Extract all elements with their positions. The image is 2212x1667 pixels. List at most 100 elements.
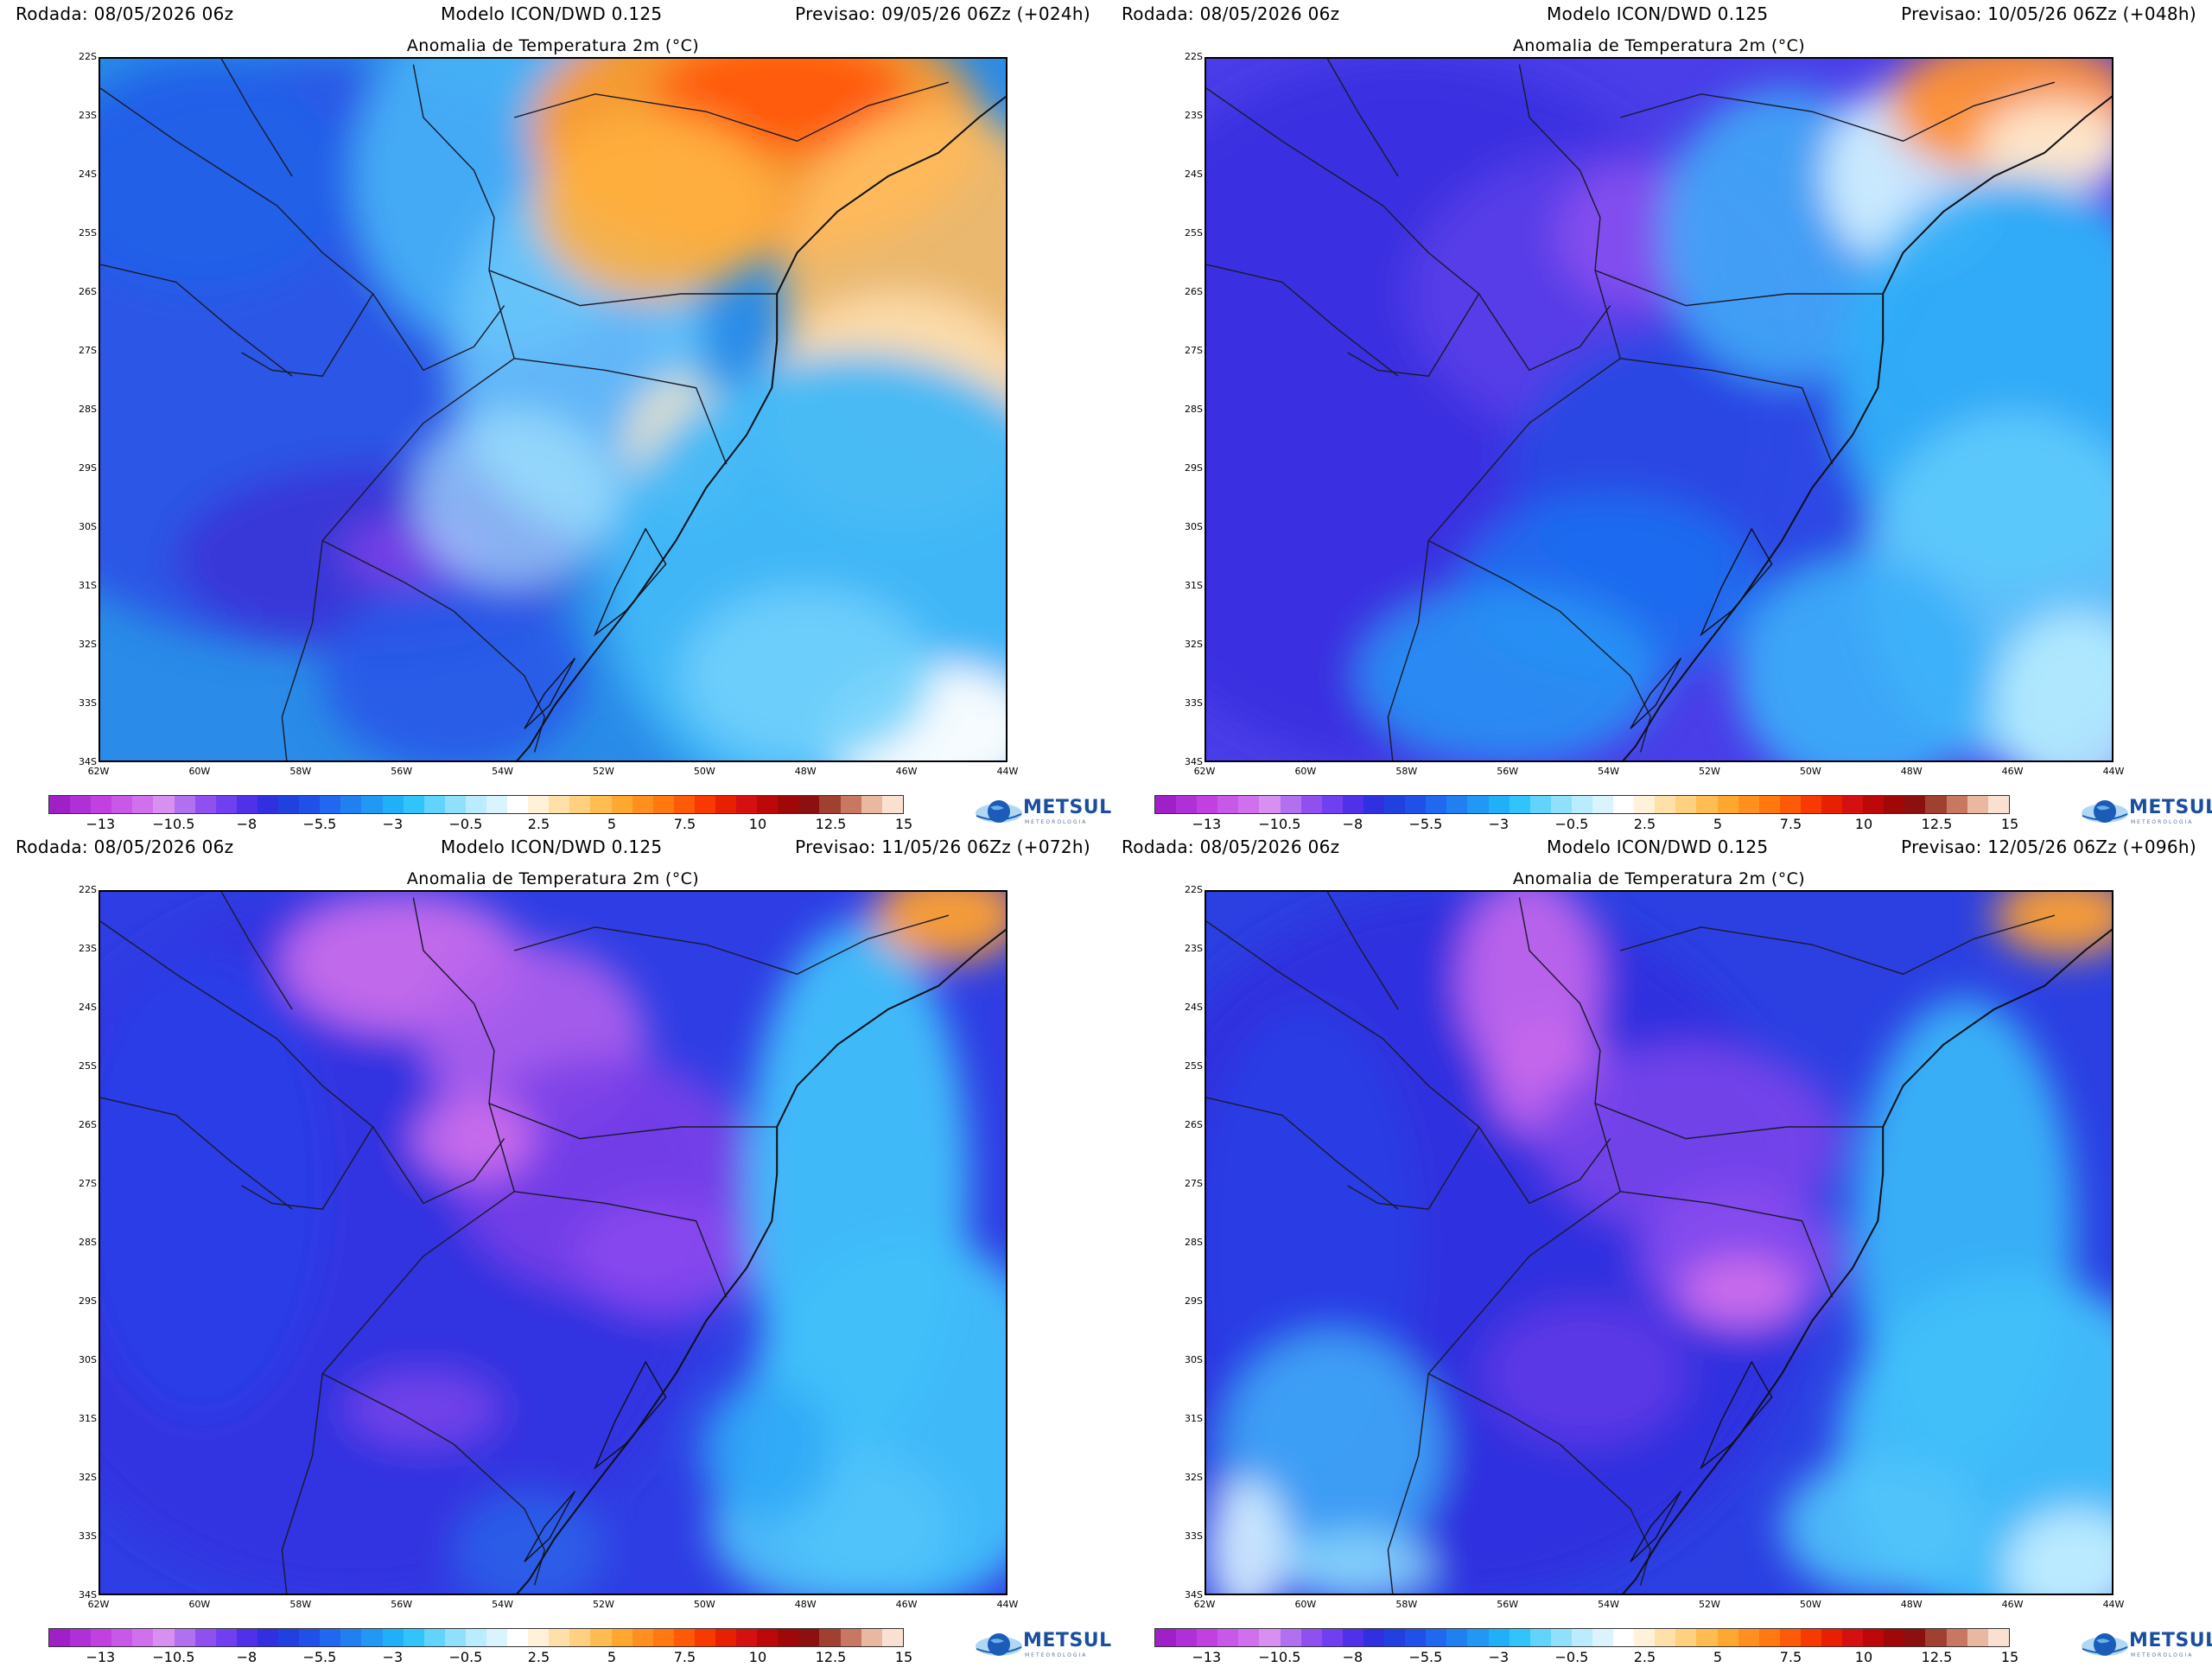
colorbar-swatch <box>1342 796 1363 813</box>
latitude-tick-label: 30S <box>1185 1354 1203 1365</box>
colorbar-tick-label: −3 <box>382 1649 404 1665</box>
anomaly-region <box>1736 558 1989 760</box>
colorbar-swatch <box>1675 796 1697 813</box>
longitude-tick-label: 60W <box>188 1599 211 1610</box>
colorbar <box>1154 1628 2010 1647</box>
colorbar-swatch <box>1738 796 1759 813</box>
colorbar-swatch <box>1946 796 1967 813</box>
colorbar-swatch <box>673 1629 695 1646</box>
anomaly-region <box>701 1379 833 1521</box>
anomaly-region <box>347 1373 499 1445</box>
anomaly-map <box>1205 57 2113 762</box>
colorbar-tick-label: 12.5 <box>815 816 847 832</box>
anomaly-region <box>1206 1479 1287 1594</box>
latitude-tick-label: 32S <box>1185 639 1203 650</box>
colorbar-swatch <box>757 796 779 813</box>
anomaly-region <box>1681 1256 1802 1327</box>
colorbar-swatch <box>694 1629 715 1646</box>
colorbar-tick-label: 10 <box>748 816 767 832</box>
colorbar-swatch <box>1280 796 1301 813</box>
longitude-tick-label: 52W <box>1699 766 1720 777</box>
colorbar-tick-label: 2.5 <box>1633 1649 1656 1665</box>
brand-sul: SUL <box>1069 797 1112 818</box>
colorbar-swatch <box>1467 796 1489 813</box>
latitude-tick-label: 28S <box>1185 1237 1203 1248</box>
border-line <box>514 1191 728 1298</box>
colorbar-tick-label: 10 <box>748 1649 767 1665</box>
coastline <box>516 95 1006 760</box>
longitude-tick-label: 58W <box>1395 766 1418 777</box>
colorbar-swatch <box>611 796 632 813</box>
border-line <box>100 87 505 372</box>
colorbar-swatch <box>1925 1629 1947 1646</box>
anomaly-region <box>1993 892 2112 957</box>
border-line <box>1387 1191 1621 1594</box>
colorbar-swatch <box>1758 796 1780 813</box>
model-label: Modelo ICON/DWD 0.125 <box>441 3 663 24</box>
colorbar-swatch <box>403 1629 424 1646</box>
colorbar-swatch <box>236 796 257 813</box>
colorbar-tick-label: −0.5 <box>1554 816 1589 832</box>
colorbar-tick-label: −3 <box>382 816 404 832</box>
longitude-tick-label: 60W <box>1294 1599 1317 1610</box>
latitude-tick-label: 29S <box>1185 462 1203 474</box>
colorbar-swatch <box>1634 1629 1656 1646</box>
colorbar-tick-label: −8 <box>1342 1649 1363 1665</box>
colorbar-tick-label: 5 <box>1713 816 1723 832</box>
coastline <box>1622 928 2112 1594</box>
model-label: Modelo ICON/DWD 0.125 <box>1547 837 1769 857</box>
colorbar-swatch <box>174 1629 195 1646</box>
latitude-tick-label: 24S <box>1185 1002 1203 1013</box>
anomaly-region <box>413 411 616 588</box>
colorbar-swatch <box>1280 1629 1301 1646</box>
brand-tagline: METEOROLOGIA <box>2131 819 2194 825</box>
colorbar-swatch <box>881 796 903 813</box>
colorbar-swatch <box>840 1629 861 1646</box>
latitude-tick-label: 31S <box>1185 580 1203 591</box>
lagoa-mirim <box>1630 658 1682 729</box>
longitude-tick-label: 44W <box>2102 766 2125 777</box>
longitude-tick-label: 48W <box>1900 766 1923 777</box>
anomaly-region <box>1357 588 1661 760</box>
colorbar-tick-label: −13 <box>1192 1649 1222 1665</box>
colorbar-tick-label: 2.5 <box>1633 816 1656 832</box>
colorbar-swatch <box>528 1629 550 1646</box>
colorbar-swatch <box>1655 1629 1676 1646</box>
colorbar-swatch <box>1779 1629 1801 1646</box>
colorbar-swatch <box>1904 1629 1926 1646</box>
longitude-tick-label: 46W <box>2001 766 2024 777</box>
border-line <box>1387 358 1621 760</box>
colorbar-tick-label: −0.5 <box>1554 1649 1589 1665</box>
brand-tagline: METEOROLOGIA <box>1025 819 1088 825</box>
colorbar-swatch <box>694 796 715 813</box>
colorbar-swatch <box>590 796 612 813</box>
latitude-tick-label: 22S <box>79 884 97 895</box>
panel-title: Anomalia de Temperatura 2m (°C) <box>406 36 700 55</box>
lagoa-dos-patos <box>1700 527 1773 637</box>
colorbar-swatch <box>1363 796 1385 813</box>
latitude-tick-label: 30S <box>79 521 97 532</box>
colorbar-swatch <box>1467 1629 1489 1646</box>
longitude-tick-label: 50W <box>1799 1599 1821 1610</box>
colorbar-tick-label: −0.5 <box>448 816 483 832</box>
colorbar-swatch <box>881 1629 903 1646</box>
latitude-tick-label: 29S <box>1185 1295 1203 1307</box>
colorbar-swatch <box>1779 796 1801 813</box>
colorbar-swatch <box>1217 796 1239 813</box>
colorbar-swatch <box>549 796 570 813</box>
longitude-tick-label: 50W <box>693 1599 715 1610</box>
longitude-tick-label: 46W <box>895 766 918 777</box>
colorbar-tick-label: −0.5 <box>448 1649 483 1665</box>
colorbar-swatch <box>1384 1629 1406 1646</box>
colorbar-tick-label: −10.5 <box>1258 816 1301 832</box>
colorbar-tick-label: 15 <box>2000 1649 2019 1665</box>
latitude-tick-label: 25S <box>79 1060 97 1072</box>
colorbar-swatch <box>632 1629 653 1646</box>
colorbar-swatch <box>132 796 154 813</box>
metsul-logo: METSUL METEOROLOGIA <box>2079 797 2212 830</box>
border-line <box>1347 293 1480 377</box>
border-line <box>1620 914 2056 975</box>
colorbar-swatch <box>423 796 445 813</box>
colorbar-swatch <box>569 1629 591 1646</box>
anomaly-region <box>1782 1455 1985 1594</box>
